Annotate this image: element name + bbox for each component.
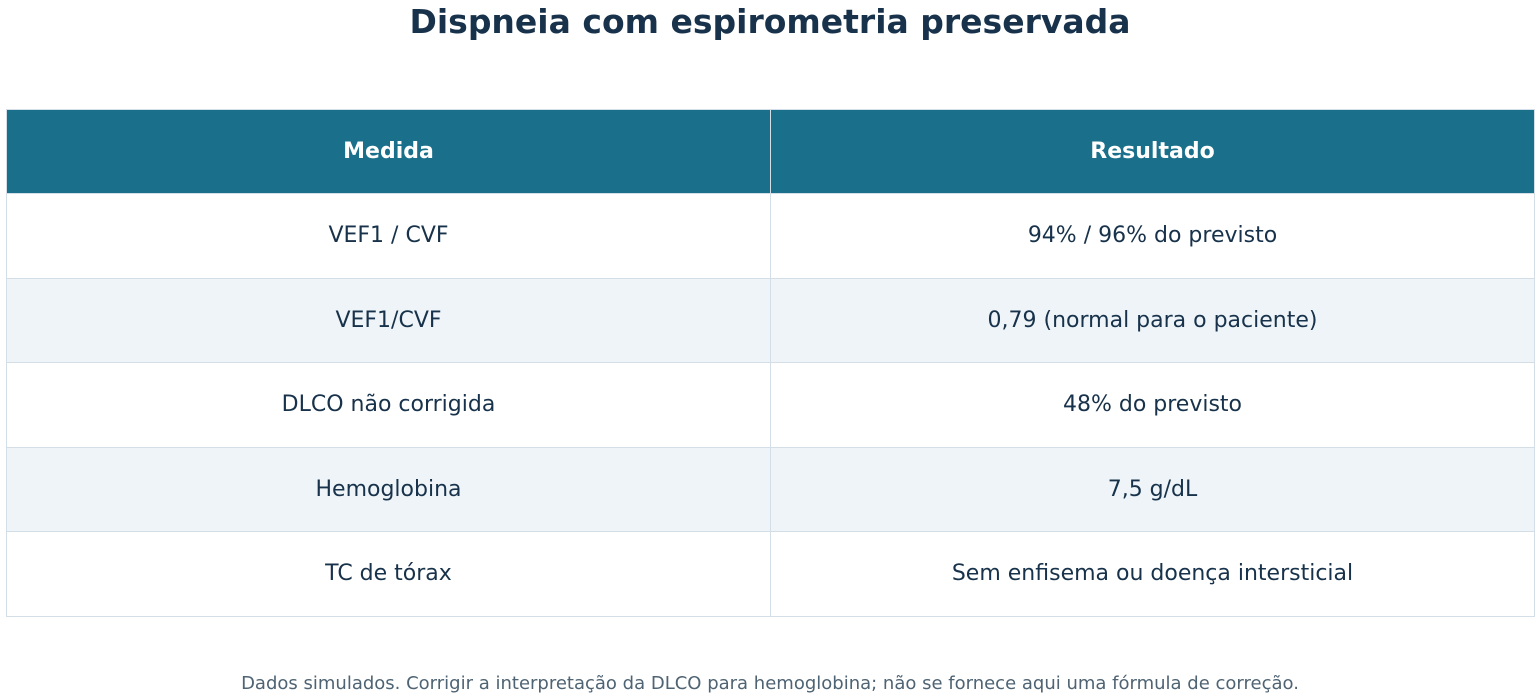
table-row: VEF1/CVF 0,79 (normal para o paciente): [6, 277, 1535, 363]
column-header-result: Resultado: [770, 109, 1535, 194]
result-cell: 94% / 96% do previsto: [770, 193, 1535, 279]
measure-cell: Hemoglobina: [6, 446, 771, 532]
measure-cell: VEF1 / CVF: [6, 193, 771, 279]
result-cell: 48% do previsto: [770, 362, 1535, 448]
footnote: Dados simulados. Corrigir a interpretaçã…: [241, 673, 1299, 694]
column-header-measure: Medida: [6, 109, 771, 194]
table-row: VEF1 / CVF 94% / 96% do previsto: [6, 193, 1535, 279]
result-cell: 0,79 (normal para o paciente): [770, 277, 1535, 363]
measure-cell: TC de tórax: [6, 531, 771, 617]
table-row: DLCO não corrigida 48% do previsto: [6, 362, 1535, 448]
measure-cell: DLCO não corrigida: [6, 362, 771, 448]
measure-cell: VEF1/CVF: [6, 277, 771, 363]
results-table: Medida Resultado VEF1 / CVF 94% / 96% do…: [6, 109, 1535, 617]
page-title: Dispneia com espirometria preservada: [409, 2, 1131, 41]
table-row: Hemoglobina 7,5 g/dL: [6, 446, 1535, 532]
result-cell: Sem enfisema ou doença intersticial: [770, 531, 1535, 617]
result-cell: 7,5 g/dL: [770, 446, 1535, 532]
table-row: TC de tórax Sem enfisema ou doença inter…: [6, 531, 1535, 617]
table-header-row: Medida Resultado: [6, 109, 1535, 194]
